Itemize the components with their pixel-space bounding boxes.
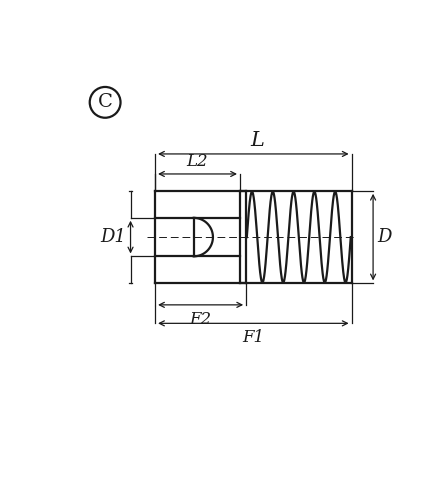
Text: C: C xyxy=(98,94,113,112)
Text: D: D xyxy=(378,228,392,246)
Text: L: L xyxy=(250,131,264,150)
Text: L2: L2 xyxy=(187,153,208,170)
Text: F2: F2 xyxy=(190,311,212,328)
Text: D1: D1 xyxy=(100,228,126,246)
Text: F1: F1 xyxy=(242,330,264,346)
